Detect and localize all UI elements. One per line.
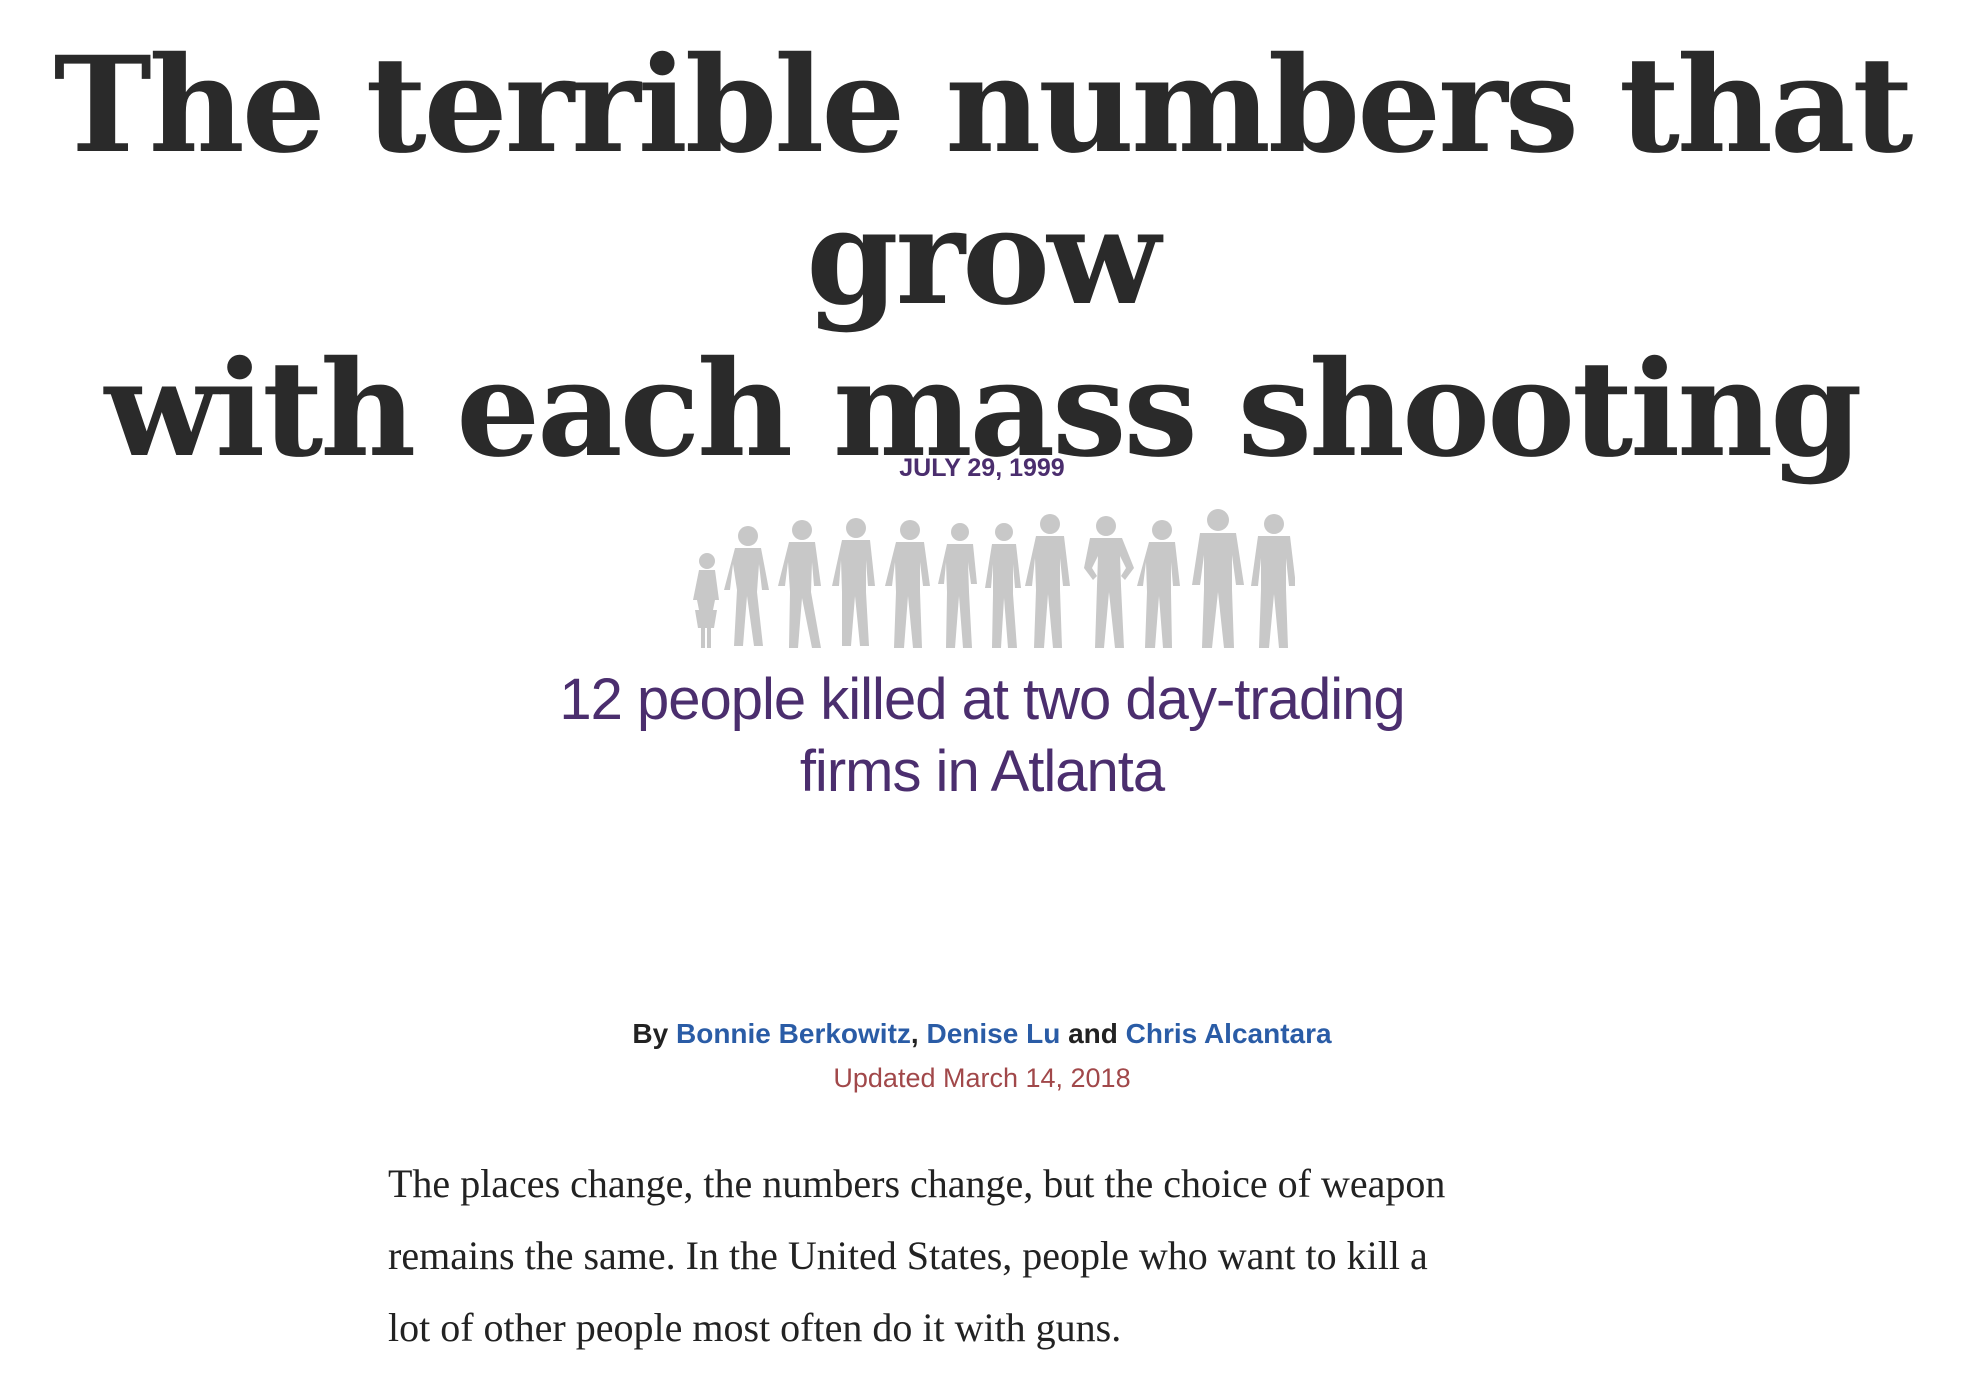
byline-separator: ,: [910, 1018, 919, 1049]
person-silhouette-icon: [778, 520, 821, 648]
person-silhouette-icon: [1084, 516, 1134, 648]
person-silhouette-icon: [693, 553, 719, 648]
headline-line-1: The terrible numbers that grow: [53, 28, 1914, 335]
author-link-1[interactable]: Bonnie Berkowitz: [676, 1018, 911, 1049]
event-description: 12 people killed at two day-trading firm…: [532, 664, 1432, 808]
victim-silhouettes: [693, 509, 1295, 648]
person-silhouette-icon: [724, 526, 769, 646]
event-description-line-1: 12 people killed at two day-trading: [559, 667, 1405, 732]
person-silhouette-icon: [1025, 514, 1070, 648]
person-silhouette-icon: [1192, 509, 1244, 648]
author-link-3[interactable]: Chris Alcantara: [1125, 1018, 1332, 1049]
article-line-3: lot of other people most often do it wit…: [388, 1305, 1122, 1350]
byline-prefix: By: [632, 1018, 669, 1049]
person-silhouette-icon: [832, 518, 875, 646]
person-silhouette-icon: [1137, 520, 1180, 648]
byline-conjunction: and: [1068, 1018, 1118, 1049]
article-line-1: The places change, the numbers change, b…: [388, 1161, 1446, 1206]
article-intro: The places change, the numbers change, b…: [388, 1148, 1588, 1364]
author-link-2[interactable]: Denise Lu: [926, 1018, 1061, 1049]
person-silhouette-icon: [938, 523, 977, 648]
event-description-line-2: firms in Atlanta: [799, 739, 1165, 804]
headline-line-2: with each mass shooting: [104, 332, 1862, 487]
article-line-2: remains the same. In the United States, …: [388, 1233, 1428, 1278]
event-date: JULY 29, 1999: [899, 454, 1065, 482]
person-silhouette-icon: [1251, 514, 1295, 648]
updated-timestamp: Updated March 14, 2018: [833, 1063, 1131, 1093]
person-silhouette-icon: [985, 523, 1021, 648]
byline: By Bonnie Berkowitz, Denise Lu and Chris…: [0, 1018, 1964, 1050]
person-silhouette-icon: [885, 520, 930, 648]
page-headline: The terrible numbers that grow with each…: [0, 30, 1964, 486]
